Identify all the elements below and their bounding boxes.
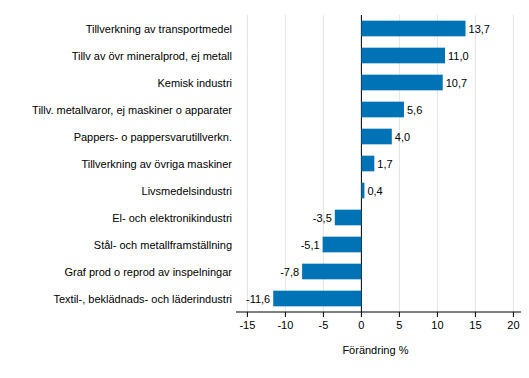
- category-label: Livsmedelsindustri: [142, 185, 232, 197]
- x-axis: [236, 312, 521, 313]
- tick-label: 0: [358, 319, 364, 331]
- bar: [361, 156, 374, 172]
- axis-title: Förändring %: [342, 344, 408, 356]
- data-label: 11,0: [448, 50, 469, 62]
- bar: [302, 264, 361, 280]
- tick-label: 10: [431, 319, 443, 331]
- tick-label: -5: [319, 319, 329, 331]
- tick-mark: [323, 312, 324, 317]
- category-label: Graf prod o reprod av inspelningar: [64, 266, 232, 278]
- tick-mark: [247, 312, 248, 317]
- bar: [361, 183, 364, 199]
- bar: [361, 129, 391, 145]
- tick-label: -10: [277, 319, 293, 331]
- category-label: El- och elektronikindustri: [112, 212, 232, 224]
- data-label: -7,8: [280, 266, 299, 278]
- category-label: Stål- och metallframställning: [94, 239, 232, 251]
- data-label: 10,7: [446, 77, 467, 89]
- tick-label: 20: [507, 319, 519, 331]
- category-label: Tillv av övr mineralprod, ej metall: [72, 50, 232, 62]
- tick-mark: [475, 312, 476, 317]
- grid-line: [247, 15, 248, 312]
- bar: [361, 75, 442, 91]
- tick-mark: [285, 312, 286, 317]
- bar: [323, 237, 362, 253]
- category-label: Pappers- o pappersvarutillverkn.: [74, 131, 232, 143]
- grid-line: [513, 15, 514, 312]
- category-label: Tillv. metallvaror, ej maskiner o appara…: [32, 104, 232, 116]
- data-label: 13,7: [469, 23, 490, 35]
- data-label: 1,7: [377, 158, 392, 170]
- category-label: Tillverkning av övriga maskiner: [81, 158, 232, 170]
- category-label: Tillverkning av transportmedel: [86, 23, 232, 35]
- data-label: -5,1: [301, 239, 320, 251]
- chart: -15 -10 -5 0 5 10 15 20 13,7 11,0 10,7 5,6 4,0 1,7 0,4…: [0, 0, 529, 378]
- bar: [273, 291, 361, 307]
- tick-label: 15: [469, 319, 481, 331]
- data-label: 4,0: [395, 131, 410, 143]
- tick-label: 5: [396, 319, 402, 331]
- category-label: Kemisk industri: [157, 77, 232, 89]
- tick-mark: [437, 312, 438, 317]
- bar: [335, 210, 362, 226]
- bar: [361, 21, 465, 37]
- category-label: Textil-, beklädnads- och läderindustri: [53, 293, 232, 305]
- data-label: -3,5: [313, 212, 332, 224]
- tick-mark: [513, 312, 514, 317]
- tick-mark: [399, 312, 400, 317]
- tick-label: -15: [239, 319, 255, 331]
- bar: [361, 102, 404, 118]
- data-label: -11,6: [246, 293, 270, 305]
- grid-line: [475, 15, 476, 312]
- data-label: 5,6: [407, 104, 422, 116]
- data-label: 0,4: [367, 185, 382, 197]
- tick-mark: [361, 312, 362, 317]
- bar: [361, 48, 445, 64]
- bars: [273, 21, 465, 307]
